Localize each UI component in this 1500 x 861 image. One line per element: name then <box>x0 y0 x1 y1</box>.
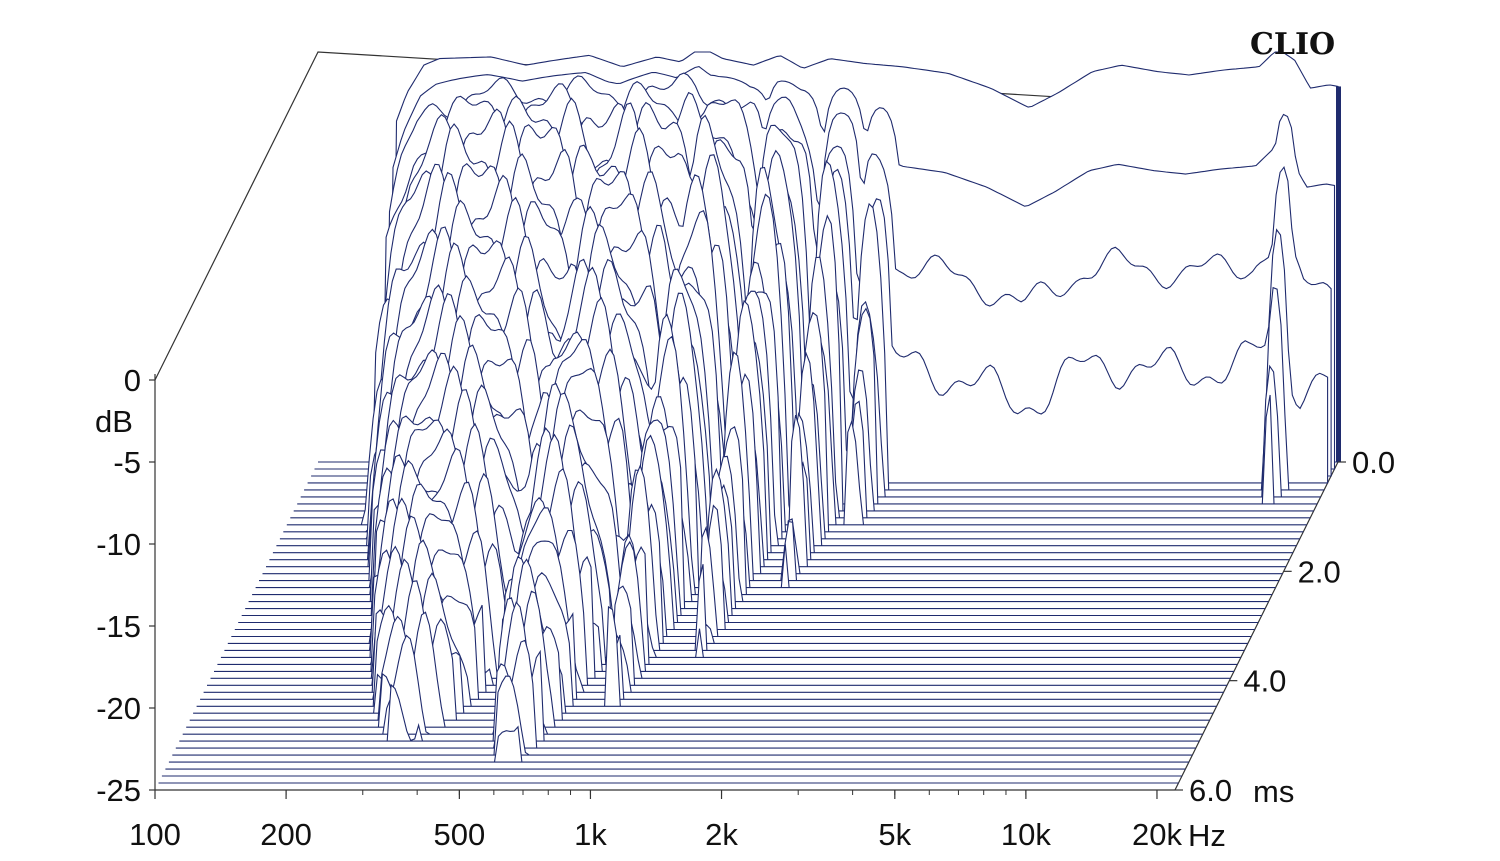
x-axis-unit: Hz <box>1188 818 1226 853</box>
y-tick-label: -25 <box>96 773 141 808</box>
decay-slice <box>172 675 1193 756</box>
y-tick-label: -5 <box>113 445 141 480</box>
y-tick-label: 0 <box>124 363 141 398</box>
y-axis-unit: dB <box>95 404 133 439</box>
frame-right-floor-edge <box>1174 461 1339 791</box>
decay-slice <box>186 590 1207 728</box>
decay-slice <box>179 649 1200 742</box>
z-tick-label: 0.0 <box>1352 445 1395 480</box>
decay-slice <box>175 639 1196 749</box>
z-tick-label: 6.0 <box>1189 773 1232 808</box>
x-tick-label: 500 <box>433 817 485 852</box>
x-tick-label: 100 <box>129 817 181 852</box>
x-tick-label: 2k <box>705 817 738 852</box>
decay-slice <box>189 597 1210 721</box>
x-tick-label: 20k <box>1132 817 1182 852</box>
y-tick-label: -10 <box>96 527 141 562</box>
z-tick-label: 2.0 <box>1298 554 1341 589</box>
z-axis-unit: ms <box>1253 774 1294 809</box>
axes: 0 -5 -10 -15 -20 -25 100 200 500 1k 2k 5k 10k 20k 0.0 2… <box>96 363 1395 852</box>
y-tick-label: -20 <box>96 691 141 726</box>
decay-slice <box>182 601 1203 735</box>
z-tick-label: 4.0 <box>1243 664 1286 699</box>
y-tick-label: -15 <box>96 609 141 644</box>
x-tick-label: 5k <box>878 817 911 852</box>
decay-slice <box>168 725 1189 763</box>
brand-label: CLIO <box>1250 27 1335 62</box>
x-tick-label: 200 <box>260 817 312 852</box>
slice-wall <box>1336 86 1341 462</box>
x-tick-label: 10k <box>1001 817 1051 852</box>
decay-slices <box>155 51 1341 791</box>
x-tick-label: 1k <box>574 817 607 852</box>
